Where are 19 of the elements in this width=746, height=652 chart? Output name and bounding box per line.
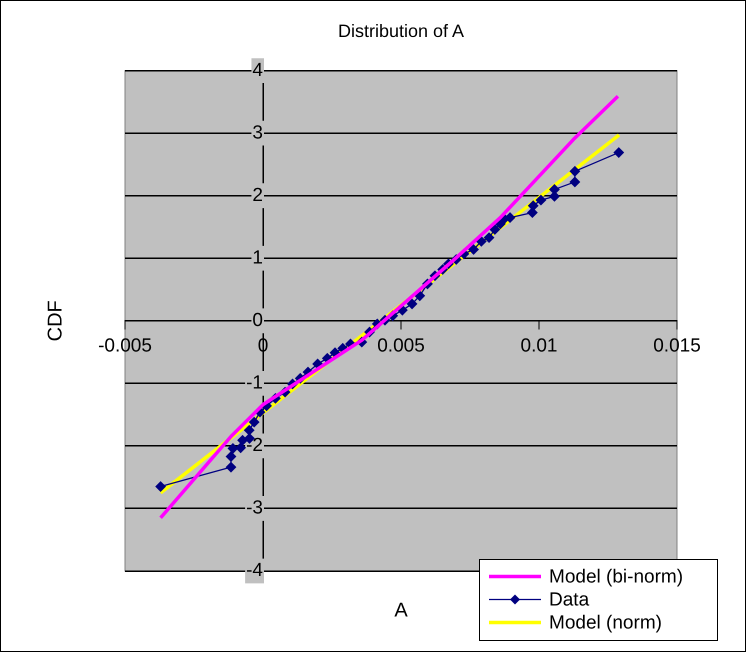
x-tick-label: 0.005 <box>377 335 425 356</box>
y-tick-label: -3 <box>246 498 263 519</box>
chart-title: Distribution of A <box>338 20 464 41</box>
y-tick-label: 1 <box>252 247 263 268</box>
y-tick-label: -4 <box>246 560 264 582</box>
y-tick-label: 4 <box>252 60 264 81</box>
y-tick-label: 0 <box>252 310 263 332</box>
x-axis-title: A <box>394 600 408 622</box>
y-tick-label: 2 <box>252 184 263 206</box>
legend-label: Model (bi-norm) <box>549 566 684 588</box>
x-tick-label: -0.005 <box>98 335 152 356</box>
x-tick-label: 0.01 <box>520 335 558 356</box>
y-axis-title: CDF <box>44 300 67 342</box>
x-tick-label: 0.015 <box>653 335 701 356</box>
legend-label: Data <box>549 590 590 611</box>
y-tick-label: -2 <box>246 435 263 456</box>
y-tick-label: 3 <box>252 122 263 144</box>
y-tick-label: -1 <box>246 372 263 394</box>
legend-label: Model (norm) <box>549 612 662 634</box>
